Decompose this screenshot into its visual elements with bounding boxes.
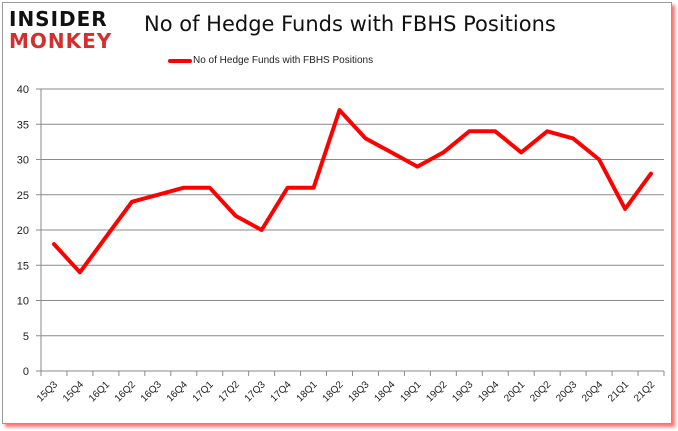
x-tick-label: 18Q4 <box>372 379 397 404</box>
x-tick-label: 16Q4 <box>165 379 190 404</box>
x-tick-label: 16Q3 <box>139 379 164 404</box>
x-tick-label: 16Q2 <box>113 379 138 404</box>
x-tick-label: 19Q3 <box>450 379 475 404</box>
x-tick-label: 15Q4 <box>61 379 86 404</box>
y-tick-label: 25 <box>17 190 29 202</box>
x-tick-label: 17Q4 <box>269 379 294 404</box>
x-tick-label: 19Q2 <box>424 379 449 404</box>
logo-line2: MONKEY <box>9 29 113 53</box>
insider-monkey-logo: INSIDER MONKEY <box>9 8 127 52</box>
legend-label: No of Hedge Funds with FBHS Positions <box>193 55 374 66</box>
x-tick-label: 20Q2 <box>528 379 553 404</box>
x-tick-label: 18Q2 <box>321 379 346 404</box>
chart-title: No of Hedge Funds with FBHS Positions <box>144 12 556 36</box>
x-tick-label: 21Q1 <box>606 379 631 404</box>
x-tick-label: 17Q2 <box>217 379 242 404</box>
x-tick-label: 21Q2 <box>632 379 657 404</box>
logo-line1: INSIDER <box>9 7 108 31</box>
y-tick-label: 5 <box>23 331 29 343</box>
x-tick-label: 20Q1 <box>502 379 527 404</box>
chart-legend: No of Hedge Funds with FBHS Positions <box>168 55 373 66</box>
y-tick-label: 15 <box>17 260 29 272</box>
x-tick-label: 15Q3 <box>35 379 60 404</box>
x-tick-label: 19Q1 <box>398 379 423 404</box>
y-tick-label: 40 <box>17 84 29 96</box>
chart-frame <box>2 2 672 424</box>
legend-swatch-icon <box>168 58 192 63</box>
x-tick-label: 19Q4 <box>476 379 501 404</box>
y-tick-label: 10 <box>17 296 29 308</box>
x-tick-label: 17Q3 <box>243 379 268 404</box>
y-tick-label: 0 <box>23 366 29 378</box>
series-line <box>52 108 653 275</box>
y-tick-label: 30 <box>17 155 29 167</box>
x-tick-label: 20Q3 <box>554 379 579 404</box>
y-tick-label: 20 <box>17 225 29 237</box>
x-tick-label: 17Q1 <box>191 379 216 404</box>
x-tick-label: 18Q3 <box>347 379 372 404</box>
y-tick-label: 35 <box>17 119 29 131</box>
x-tick-label: 18Q1 <box>295 379 320 404</box>
x-tick-label: 20Q4 <box>580 379 605 404</box>
x-tick-label: 16Q1 <box>87 379 112 404</box>
